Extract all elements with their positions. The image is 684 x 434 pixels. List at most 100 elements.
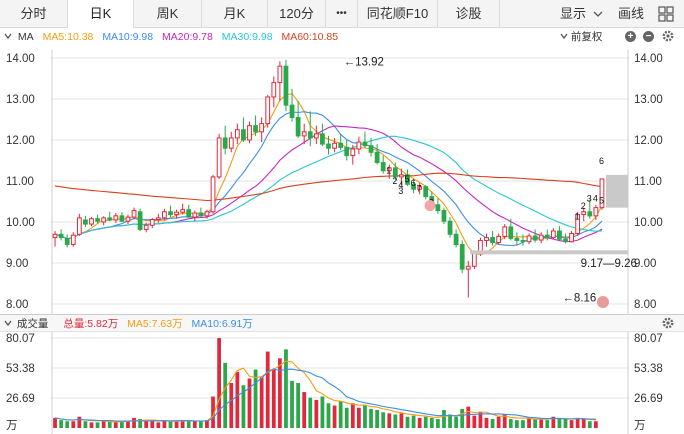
candle <box>332 137 337 153</box>
candle <box>411 178 416 194</box>
candlestick-chart: 14.00 14.00 13.00 13.00 12.00 12.00 11.00 11.00… <box>6 50 663 314</box>
candle-body <box>380 162 386 172</box>
tab-more-button[interactable]: ••• <box>326 0 358 28</box>
price-adjust-toggle[interactable]: 前复权 <box>560 29 602 45</box>
candle-body <box>204 211 210 217</box>
volume-bar <box>484 417 489 428</box>
zoom-out-icon[interactable]: − <box>643 31 654 42</box>
collapse-icon[interactable] <box>4 32 12 40</box>
display-menu[interactable]: 显示 <box>560 0 616 28</box>
candle <box>107 211 113 222</box>
volume-bar <box>156 422 161 428</box>
volume-bar <box>59 420 63 428</box>
candle-body <box>168 211 173 216</box>
tab-f10[interactable]: 同花顺F10 <box>358 0 438 28</box>
volume-settings-gear-icon[interactable] <box>662 317 674 329</box>
candle <box>70 232 76 247</box>
rank-badge-icon <box>597 295 609 308</box>
candle-body <box>143 224 149 230</box>
volume-bar <box>296 383 300 428</box>
candle-body <box>241 129 246 141</box>
candle <box>399 168 404 186</box>
candle <box>119 212 125 222</box>
candle-body <box>459 244 465 270</box>
tab-intraday[interactable]: 分时 <box>0 0 68 28</box>
candle <box>253 115 258 136</box>
y-tick-label-right: 14.00 <box>634 53 663 65</box>
candle-body <box>356 141 362 150</box>
candle-body <box>174 211 179 216</box>
collapse-icon[interactable] <box>4 319 12 327</box>
volume-bar <box>271 369 276 428</box>
candle-body <box>83 219 88 225</box>
volume-bar <box>241 385 246 428</box>
candle-body <box>399 174 404 178</box>
candle-body <box>283 65 289 106</box>
y-tick-label-left: 80.07 <box>6 333 35 345</box>
candle-body <box>222 137 228 149</box>
tab-daily-k[interactable]: 日K <box>68 0 134 28</box>
settings-gear-icon[interactable] <box>662 30 674 42</box>
ma30-value: MA30:9.98 <box>221 31 273 43</box>
volume-unit-left: 万 <box>6 420 18 432</box>
y-tick-label-left: 53.38 <box>6 363 35 375</box>
candle-body <box>526 235 532 243</box>
ma20-value: MA20:9.78 <box>162 31 213 43</box>
candle <box>581 207 587 222</box>
candle-body <box>447 220 453 235</box>
ma-label: MA <box>17 31 34 43</box>
candle <box>520 234 526 246</box>
candle-body <box>368 145 374 153</box>
volume-bar <box>253 369 258 428</box>
pattern-marker: 2 <box>392 176 397 186</box>
candle-body <box>247 125 252 141</box>
tab-diagnose[interactable]: 诊股 <box>438 0 500 28</box>
volume-bar <box>320 396 325 428</box>
candle-body <box>569 232 574 243</box>
candle-body <box>453 233 459 246</box>
volume-bar <box>587 421 592 428</box>
ma10-value: MA10:9.98 <box>102 31 154 43</box>
candle <box>277 61 283 102</box>
pattern-marker: 6 <box>599 156 604 166</box>
candle-body <box>198 212 204 217</box>
candle-body <box>259 123 265 133</box>
candle-body <box>332 142 337 149</box>
volume-bar <box>545 420 550 428</box>
y-tick-label-left: 11.00 <box>6 176 34 188</box>
volume-bar <box>186 421 191 428</box>
volume-bar <box>363 405 367 428</box>
candle-body <box>411 183 416 190</box>
volume-bar <box>417 417 422 428</box>
volume-ma10: MA10:6.91万 <box>191 318 253 330</box>
draw-line-button[interactable]: 画线 <box>618 6 645 21</box>
zoom-in-icon[interactable]: + <box>625 31 636 42</box>
candle-body <box>587 211 593 217</box>
candle <box>557 226 562 241</box>
candle-body <box>423 186 429 198</box>
candle <box>350 144 356 165</box>
y-tick-label-right: 11.00 <box>634 176 662 188</box>
candle-body <box>575 214 581 234</box>
pattern-marker: 2 <box>581 201 586 211</box>
volume-bar <box>581 419 586 428</box>
volume-bar <box>180 420 185 428</box>
candle <box>58 229 64 241</box>
candle-body <box>496 235 502 244</box>
ma10-line <box>54 111 603 247</box>
tab-120-min[interactable]: 120分 <box>268 0 326 28</box>
y-tick-label-right: 8.00 <box>634 299 656 311</box>
volume-bar <box>405 416 410 428</box>
volume-bar <box>551 416 556 428</box>
tab-weekly-k[interactable]: 周K <box>134 0 202 28</box>
candle <box>320 123 325 147</box>
volume-bar <box>460 408 465 428</box>
tab-monthly-k[interactable]: 月K <box>202 0 268 28</box>
volume-bar <box>381 412 386 428</box>
volume-bar <box>515 420 519 428</box>
candle <box>271 76 277 108</box>
price-annotation: ←13.92 <box>344 56 384 68</box>
grid-menu-icon[interactable] <box>658 6 674 34</box>
volume-bar <box>217 338 221 428</box>
candle <box>198 207 204 218</box>
